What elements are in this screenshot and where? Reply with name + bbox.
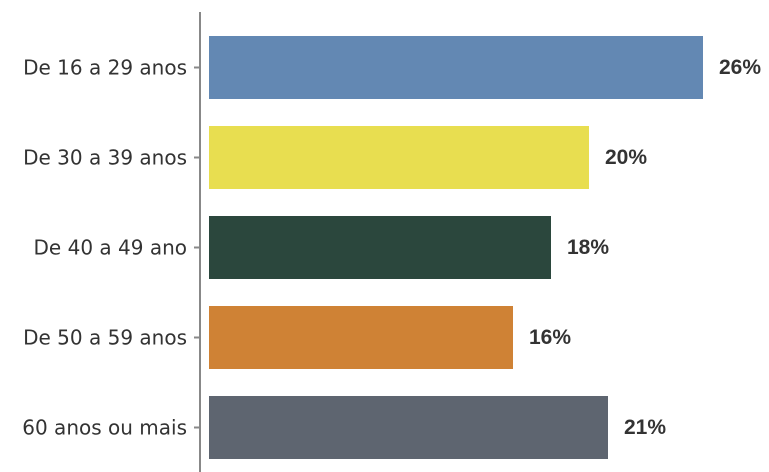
category-label: De 50 a 59 anos [23, 326, 187, 350]
bar [209, 36, 703, 99]
value-label: 16% [529, 326, 571, 349]
bar [209, 216, 551, 279]
bar [209, 306, 513, 369]
value-label: 26% [719, 56, 761, 79]
value-label: 18% [567, 236, 609, 259]
bar [209, 126, 589, 189]
bar [209, 396, 608, 459]
category-label: De 16 a 29 anos [23, 56, 187, 80]
category-label: 60 anos ou mais [22, 416, 187, 440]
bars-group: De 16 a 29 anos 26% De 30 a 39 anos 20% De 4… [22, 36, 761, 459]
category-label: De 40 a 49 ano [34, 236, 187, 260]
value-label: 20% [605, 146, 647, 169]
value-label: 21% [624, 416, 666, 439]
category-label: De 30 a 39 anos [23, 146, 187, 170]
